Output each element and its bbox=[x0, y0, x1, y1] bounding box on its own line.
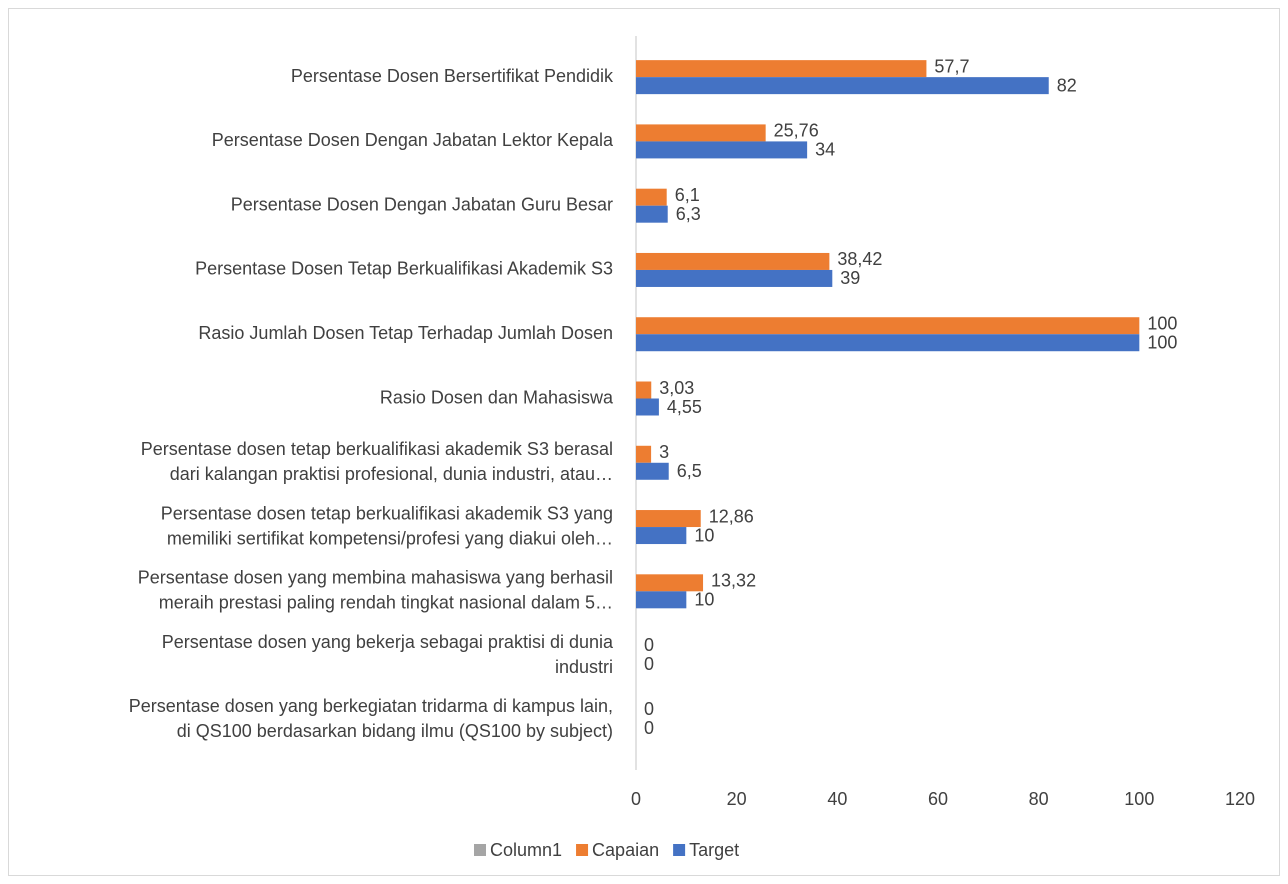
data-label: 13,32 bbox=[711, 571, 756, 591]
category-label: meraih prestasi paling rendah tingkat na… bbox=[159, 593, 613, 613]
legend-swatch bbox=[474, 844, 486, 856]
data-label: 0 bbox=[644, 718, 654, 738]
bar bbox=[636, 591, 687, 609]
bar bbox=[636, 252, 830, 270]
bar bbox=[636, 445, 652, 463]
category-label: industri bbox=[555, 657, 613, 677]
category-label: Persentase Dosen Dengan Jabatan Guru Bes… bbox=[231, 194, 613, 214]
bar bbox=[636, 527, 687, 545]
bar bbox=[636, 269, 833, 287]
category-label: Persentase dosen tetap berkualifikasi ak… bbox=[161, 503, 613, 523]
x-tick-label: 100 bbox=[1124, 789, 1154, 809]
data-label: 6,5 bbox=[677, 461, 702, 481]
data-label: 100 bbox=[1147, 313, 1177, 333]
category-label: Persentase dosen yang berkegiatan tridar… bbox=[129, 696, 613, 716]
bar bbox=[636, 188, 667, 206]
data-label: 82 bbox=[1057, 75, 1077, 95]
legend-swatch bbox=[673, 844, 686, 856]
bar bbox=[636, 124, 766, 142]
data-label: 10 bbox=[694, 590, 714, 610]
data-label: 6,1 bbox=[675, 185, 700, 205]
data-label: 4,55 bbox=[667, 397, 702, 417]
bar bbox=[636, 317, 1140, 335]
bar bbox=[636, 574, 704, 592]
x-tick-label: 0 bbox=[631, 789, 641, 809]
bar bbox=[636, 462, 669, 480]
legend-label: Column1 bbox=[490, 840, 562, 860]
category-label: Persentase dosen yang membina mahasiswa … bbox=[138, 568, 613, 588]
category-label: di QS100 berdasarkan bidang ilmu (QS100 … bbox=[177, 721, 613, 741]
data-label: 38,42 bbox=[837, 249, 882, 269]
category-label: memiliki sertifikat kompetensi/profesi y… bbox=[167, 528, 613, 548]
legend-swatch bbox=[576, 844, 589, 856]
category-label: Rasio Jumlah Dosen Tetap Terhadap Jumlah… bbox=[198, 323, 613, 343]
category-label: Rasio Dosen dan Mahasiswa bbox=[380, 387, 614, 407]
x-tick-label: 120 bbox=[1225, 789, 1255, 809]
data-label: 39 bbox=[840, 268, 860, 288]
category-label: Persentase Dosen Dengan Jabatan Lektor K… bbox=[212, 130, 614, 150]
data-label: 0 bbox=[644, 635, 654, 655]
data-label: 10 bbox=[694, 525, 714, 545]
data-label: 0 bbox=[644, 699, 654, 719]
bar bbox=[636, 334, 1140, 352]
category-label: Persentase Dosen Bersertifikat Pendidik bbox=[291, 66, 614, 86]
bar bbox=[636, 398, 659, 416]
x-tick-label: 40 bbox=[827, 789, 847, 809]
data-label: 25,76 bbox=[774, 121, 819, 141]
data-label: 100 bbox=[1147, 332, 1177, 352]
bar bbox=[636, 141, 808, 159]
bar bbox=[636, 60, 927, 78]
bar bbox=[636, 205, 668, 223]
data-label: 12,86 bbox=[709, 506, 754, 526]
data-label: 6,3 bbox=[676, 204, 701, 224]
data-label: 0 bbox=[644, 654, 654, 674]
legend-label: Capaian bbox=[592, 840, 659, 860]
category-label: Persentase Dosen Tetap Berkualifikasi Ak… bbox=[195, 259, 613, 279]
data-label: 3,03 bbox=[659, 378, 694, 398]
data-label: 3 bbox=[659, 442, 669, 462]
x-tick-label: 20 bbox=[727, 789, 747, 809]
category-label: Persentase dosen yang bekerja sebagai pr… bbox=[162, 632, 614, 652]
x-tick-label: 80 bbox=[1029, 789, 1049, 809]
bar bbox=[636, 77, 1049, 95]
bar bbox=[636, 510, 701, 528]
legend-label: Target bbox=[689, 840, 739, 860]
data-label: 34 bbox=[815, 140, 835, 160]
category-label: Persentase dosen tetap berkualifikasi ak… bbox=[141, 439, 613, 459]
x-tick-label: 60 bbox=[928, 789, 948, 809]
category-label: dari kalangan praktisi profesional, duni… bbox=[170, 464, 613, 484]
data-label: 57,7 bbox=[934, 56, 969, 76]
bar bbox=[636, 381, 652, 399]
